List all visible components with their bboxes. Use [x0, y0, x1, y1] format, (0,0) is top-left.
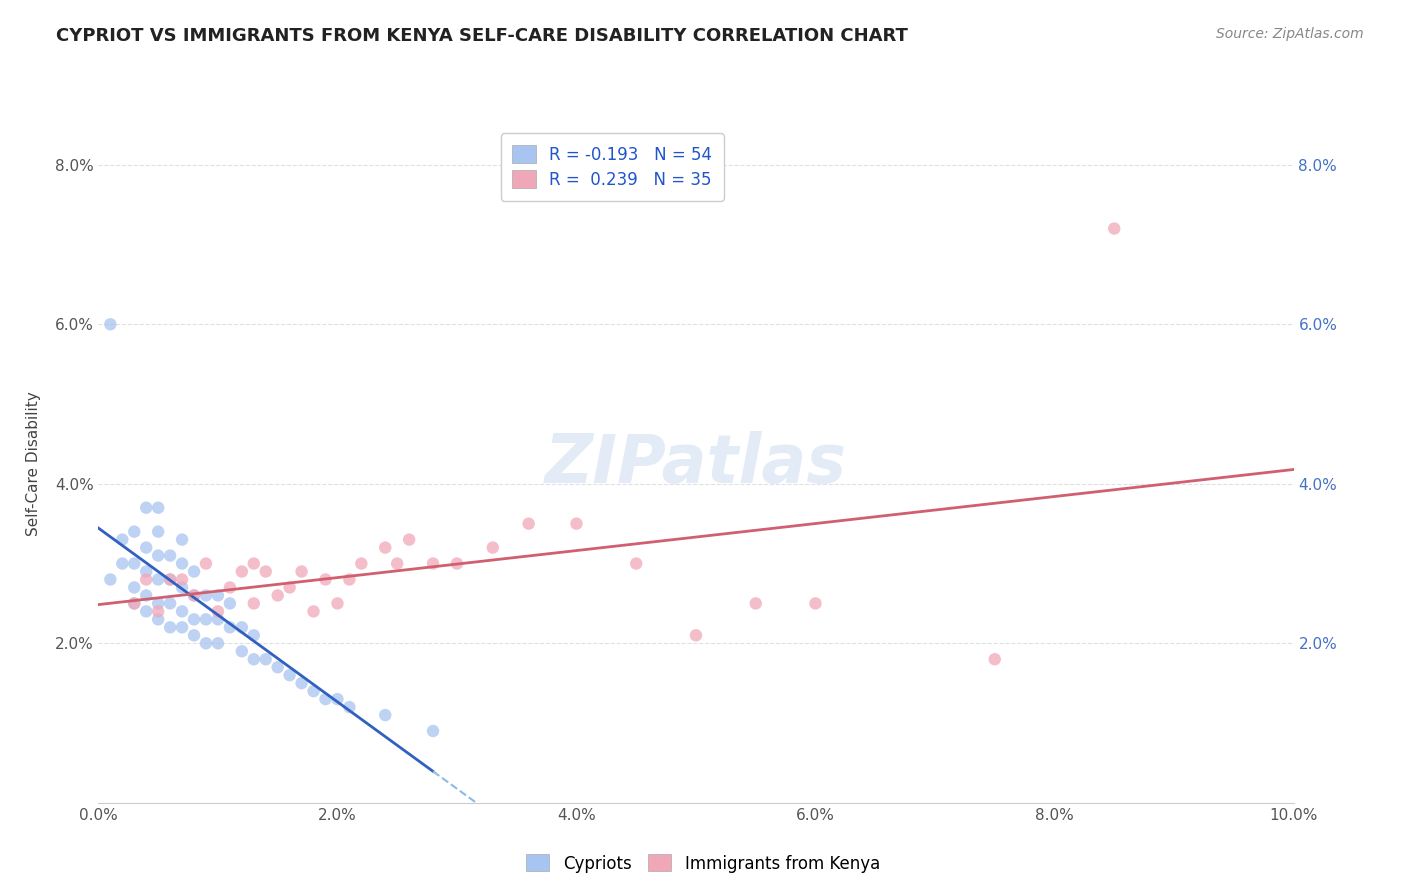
Point	[481, 541, 505, 555]
Point	[135, 500, 157, 515]
Point	[517, 516, 540, 531]
Point	[422, 724, 444, 739]
Point	[278, 668, 301, 682]
Point	[159, 549, 181, 563]
Point	[183, 589, 205, 603]
Point	[291, 676, 314, 690]
Point	[339, 700, 360, 714]
Point	[148, 604, 170, 618]
Point	[804, 596, 827, 610]
Point	[315, 692, 337, 706]
Point	[148, 596, 170, 610]
Point	[231, 620, 253, 634]
Point	[243, 628, 266, 642]
Point	[183, 628, 205, 642]
Point	[302, 684, 325, 698]
Point	[219, 620, 242, 634]
Point	[135, 541, 157, 555]
Point	[100, 318, 122, 332]
Point	[422, 557, 444, 571]
Point	[231, 644, 253, 658]
Point	[124, 524, 146, 539]
Point	[135, 565, 157, 579]
Point	[135, 604, 157, 618]
Point	[183, 589, 205, 603]
Point	[207, 589, 229, 603]
Point	[195, 589, 218, 603]
Point	[326, 596, 349, 610]
Point	[135, 573, 157, 587]
Point	[172, 604, 194, 618]
Point	[148, 549, 170, 563]
Point	[984, 652, 1007, 666]
Point	[339, 573, 360, 587]
Point	[374, 708, 396, 723]
Point	[243, 557, 266, 571]
Point	[291, 565, 314, 579]
Point	[172, 533, 194, 547]
Point	[446, 557, 468, 571]
Point	[195, 557, 218, 571]
Point	[685, 628, 707, 642]
Text: Source: ZipAtlas.com: Source: ZipAtlas.com	[1216, 27, 1364, 41]
Point	[745, 596, 768, 610]
Point	[124, 581, 146, 595]
Point	[148, 573, 170, 587]
Point	[385, 557, 409, 571]
Point	[172, 620, 194, 634]
Point	[315, 573, 337, 587]
Point	[565, 516, 588, 531]
Point	[219, 596, 242, 610]
Point	[124, 557, 146, 571]
Point	[124, 596, 146, 610]
Point	[172, 573, 194, 587]
Point	[172, 581, 194, 595]
Point	[207, 636, 229, 650]
Point	[100, 573, 122, 587]
Point	[111, 533, 134, 547]
Point	[267, 589, 290, 603]
Point	[159, 573, 181, 587]
Point	[231, 565, 253, 579]
Point	[135, 589, 157, 603]
Point	[254, 652, 277, 666]
Point	[243, 652, 266, 666]
Point	[302, 604, 325, 618]
Point	[183, 612, 205, 626]
Point	[195, 636, 218, 650]
Text: CYPRIOT VS IMMIGRANTS FROM KENYA SELF-CARE DISABILITY CORRELATION CHART: CYPRIOT VS IMMIGRANTS FROM KENYA SELF-CA…	[56, 27, 908, 45]
Text: ZIPatlas: ZIPatlas	[546, 431, 846, 497]
Point	[124, 596, 146, 610]
Point	[278, 581, 301, 595]
Point	[207, 612, 229, 626]
Point	[172, 557, 194, 571]
Point	[398, 533, 420, 547]
Point	[159, 620, 181, 634]
Point	[159, 573, 181, 587]
Point	[267, 660, 290, 674]
Point	[195, 612, 218, 626]
Point	[254, 565, 277, 579]
Point	[626, 557, 648, 571]
Legend: R = -0.193   N = 54, R =  0.239   N = 35: R = -0.193 N = 54, R = 0.239 N = 35	[501, 133, 724, 201]
Point	[148, 524, 170, 539]
Legend: Cypriots, Immigrants from Kenya: Cypriots, Immigrants from Kenya	[519, 847, 887, 880]
Point	[1104, 221, 1126, 235]
Point	[148, 612, 170, 626]
Point	[111, 557, 134, 571]
Point	[183, 565, 205, 579]
Y-axis label: Self-Care Disability: Self-Care Disability	[25, 392, 41, 536]
Point	[374, 541, 396, 555]
Point	[207, 604, 229, 618]
Point	[148, 500, 170, 515]
Point	[219, 581, 242, 595]
Point	[326, 692, 349, 706]
Point	[243, 596, 266, 610]
Point	[350, 557, 373, 571]
Point	[159, 596, 181, 610]
